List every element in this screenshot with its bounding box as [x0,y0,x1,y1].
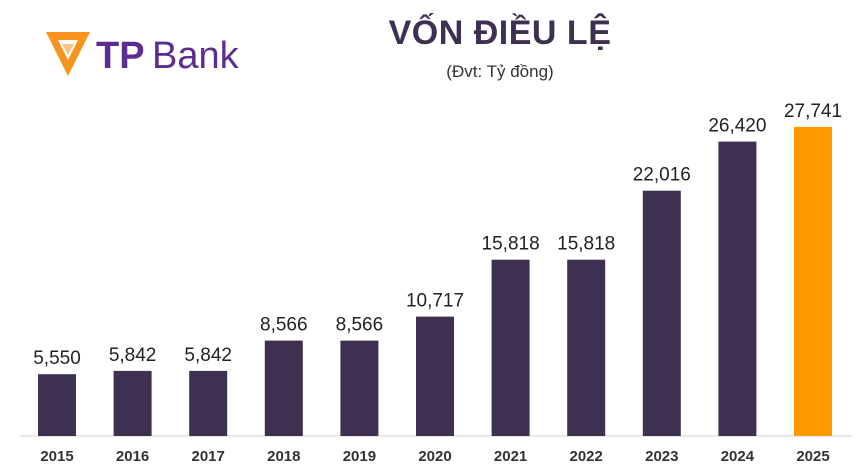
x-tick-label-2020: 2020 [418,448,451,465]
bar-2022 [567,259,606,436]
x-tick-label-2016: 2016 [116,448,149,465]
bar-2020 [416,316,454,436]
bar-2025 [794,126,832,437]
value-label-2025: 27,741 [784,101,842,122]
x-tick-labels-group: 2015 2016 2017 2018 2019 2020 2021 2022 2023 2024… [40,448,829,465]
x-tick-label-2019: 2019 [343,448,376,465]
value-label-2022: 15,818 [557,234,615,255]
x-tick-label-2017: 2017 [192,448,225,465]
x-tick-label-2018: 2018 [267,448,300,465]
tpbank-logo-mark [46,32,90,76]
tpbank-logo: TP Bank [46,32,240,77]
bars-group [38,126,832,437]
value-label-2019: 8,566 [336,315,384,336]
logo-bank-text: Bank [152,35,240,77]
value-label-2018: 8,566 [260,315,308,336]
x-tick-label-2021: 2021 [494,448,527,465]
x-tick-label-2025: 2025 [796,448,829,465]
value-label-2020: 10,717 [406,291,464,312]
bar-2015 [38,374,76,436]
bar-2017 [189,370,228,436]
bar-2018 [264,340,303,436]
bar-2023 [642,190,681,436]
value-label-2016: 5,842 [109,345,157,366]
x-tick-label-2022: 2022 [570,448,603,465]
x-tick-label-2024: 2024 [721,448,755,465]
x-tick-label-2015: 2015 [40,448,73,465]
x-tick-label-2023: 2023 [645,448,678,465]
value-label-2015: 5,550 [33,348,81,369]
value-label-2024: 26,420 [708,116,766,137]
chart-title: VỐN ĐIỀU LỆ [388,14,612,52]
value-label-2023: 22,016 [633,165,691,186]
chart-subtitle: (Đvt: Tỷ đồng) [446,62,554,81]
bar-2024 [718,141,757,436]
value-labels-group: 5,550 5,842 5,842 8,566 8,566 10,717 15,818 15,… [33,101,842,369]
logo-tp-text: TP [96,35,145,77]
value-label-2017: 5,842 [184,345,232,366]
bar-2016 [113,370,152,436]
value-label-2021: 15,818 [482,234,540,255]
bar-2019 [340,340,379,436]
bar-2021 [491,259,530,436]
